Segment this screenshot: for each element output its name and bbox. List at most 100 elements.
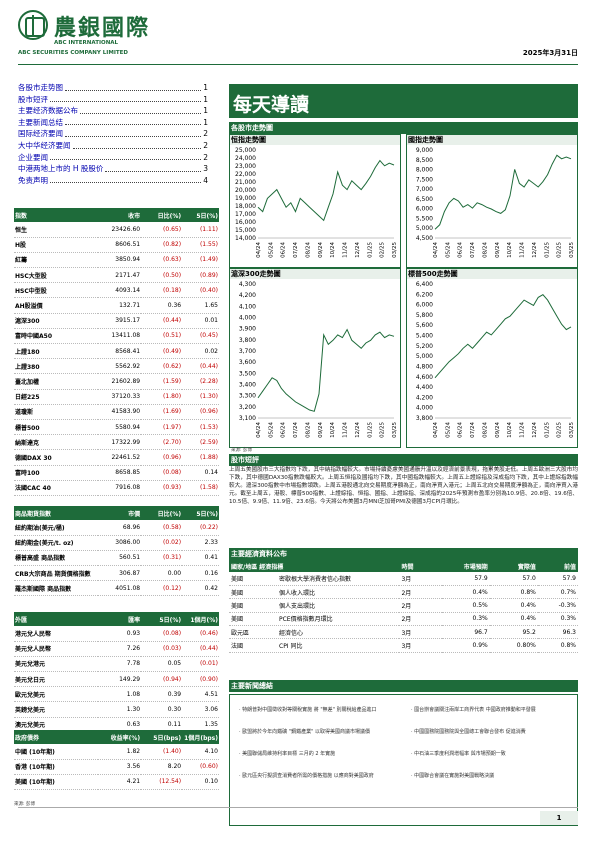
toc-item[interactable]: 国际经济要闻 2 — [18, 128, 208, 140]
news-item[interactable]: · 中石油三季度利潤增幅率 與市場預期一致 — [411, 751, 506, 757]
row-label: 日經225 — [14, 389, 99, 405]
toc-item-page: 2 — [203, 152, 208, 162]
row-label: 港元兌人民幣 — [14, 626, 99, 642]
table-row: 法國CAC 40 7916.08 (0.93) (1.58) — [14, 480, 219, 496]
x-tick-label: 12/24 — [355, 422, 361, 438]
chart-title: 滬深300走勢圖 — [230, 269, 400, 279]
index-line — [257, 328, 395, 412]
index-chart: 國指走勢圖 9,000 8,500 8,000 7,500 7,000 6,500 6,000… — [406, 134, 578, 268]
news-item[interactable]: · 國台辦會議關注兩岸工商界代表 中國政府推動和平發展 — [411, 707, 536, 713]
econ-value: 0.8% — [537, 638, 578, 653]
toc-item[interactable]: 主要新闻总结 1 — [18, 117, 208, 129]
row-label: 歐元兌美元 — [14, 686, 99, 703]
x-tick-label: 05/24 — [445, 422, 451, 438]
section-summary-header: 股市短評 — [229, 454, 578, 466]
row-label: 美元兌港元 — [14, 656, 99, 673]
x-tick-label: 06/24 — [458, 422, 464, 438]
econ-header: 時間 — [399, 560, 442, 572]
news-item[interactable]: · 美國聯儲局維持利率目標 三月的 2 年實施 — [239, 751, 336, 757]
row-label: 羅杰斯國際 商品指數 — [14, 580, 99, 597]
row-value: 8568.41 — [98, 343, 142, 360]
econ-value: 57.9 — [441, 572, 490, 586]
table-row: 紅籌 3850.94 (0.63) (1.49) — [14, 252, 219, 269]
econ-value: 0.4% — [441, 585, 490, 600]
row-value: (0.45) — [182, 328, 219, 345]
news-item[interactable]: · 特朗普對中國徵收對等關稅實施 將 "無差" 別關稅給產品進口 — [239, 707, 377, 713]
x-tick-label: 01/25 — [367, 242, 373, 258]
toc-item[interactable]: 中港两地上市的 H 股股价 3 — [18, 163, 208, 175]
econ-header: 實際值 — [489, 560, 538, 572]
econ-value: 0.4% — [489, 612, 538, 627]
section-charts-header: 各股市走勢圖 — [229, 122, 578, 134]
row-value: 2171.47 — [98, 267, 142, 284]
index-line — [434, 154, 572, 230]
econ-region: 歐元區 — [231, 629, 250, 637]
table-source: 來源: 彭博 — [14, 802, 35, 807]
news-item[interactable]: · 中國聯合會議在實施對美國戰略決議 — [411, 773, 495, 779]
x-tick-label: 08/24 — [482, 242, 488, 258]
row-value: 4093.14 — [98, 282, 142, 299]
news-item[interactable]: · 中國國務院國務院與全國總工會聯合發布 促進消費 — [411, 729, 526, 735]
row-value: (0.58) — [141, 520, 183, 536]
row-value: (0.02) — [141, 535, 183, 551]
toc-item[interactable]: 股市短评 1 — [18, 94, 208, 106]
news-item[interactable]: · 歐元區央行擬調查消費者所需的價格措施 以應商對美國政府 — [239, 773, 374, 779]
y-tick-label: 5,600 — [416, 322, 433, 329]
fx-header: 1個月(%) — [182, 612, 219, 626]
index-header: 收市 — [98, 208, 142, 222]
chart-plot: 9,000 8,500 8,000 7,500 7,000 6,500 6,000 5,500… — [416, 147, 575, 258]
y-tick-label: 20,000 — [235, 187, 256, 194]
row-value: 4.51 — [182, 686, 219, 703]
table-row: 中國 (10年期) 1.82 (1.40) 4.10 — [14, 744, 219, 760]
y-tick-label: 7,500 — [416, 176, 433, 183]
table-row: 道瓊斯 41583.90 (1.69) (0.96) — [14, 404, 219, 420]
y-tick-label: 16,000 — [235, 219, 256, 226]
toc-item[interactable]: 主要经济数据公布 1 — [18, 105, 208, 117]
chart-title: 國指走勢圖 — [407, 135, 577, 145]
row-value: 0.02 — [182, 343, 219, 360]
y-tick-label: 3,700 — [239, 348, 256, 355]
table-row: CRB大宗商品 期貨價格指數 306.87 0.00 0.16 — [14, 565, 219, 582]
toc-item-title: 国际经济要闻 — [18, 129, 63, 139]
y-tick-label: 5,400 — [416, 333, 433, 340]
econ-value: 96.7 — [441, 625, 490, 640]
x-tick-label: 09/24 — [495, 422, 501, 438]
x-tick-label: 10/24 — [507, 422, 513, 438]
row-value: (1.30) — [182, 389, 219, 405]
row-value: (0.44) — [182, 641, 219, 657]
header: 農銀國際 ABC INTERNATIONAL ABC SECURITIES CO… — [18, 8, 578, 64]
table-row: 美國 (10年期) 4.21 (12.54) 0.10 — [14, 774, 219, 791]
econ-region: 美國 — [231, 616, 244, 624]
row-value: (0.46) — [182, 626, 219, 642]
econ-header: 國家/地區 經濟指標 — [229, 560, 400, 572]
row-value: 5580.94 — [98, 419, 142, 436]
table-of-contents: 各股市走势图 1 股市短评 1 主要经济数据公布 1 主要新闻总结 1 国际经济要闻 2 大中华经济… — [18, 82, 208, 186]
econ-value: 2月 — [399, 598, 442, 613]
y-tick-label: 5,000 — [416, 225, 433, 232]
toc-item[interactable]: 大中华经济要闻 2 — [18, 140, 208, 152]
toc-item[interactable]: 企业要闻 2 — [18, 152, 208, 164]
row-value: 0.41 — [182, 550, 219, 567]
toc-item[interactable]: 各股市走势图 1 — [18, 82, 208, 94]
toc-item-page: 2 — [203, 140, 208, 150]
x-tick-label: 08/24 — [482, 422, 488, 438]
toc-item-title: 大中华经济要闻 — [18, 140, 71, 150]
row-label: 紐約期油(美元/桶) — [14, 520, 99, 536]
x-tick-label: 10/24 — [507, 242, 513, 258]
row-value: (0.01) — [182, 656, 219, 673]
row-value: 3.56 — [98, 759, 142, 775]
row-value: (0.03) — [141, 641, 183, 657]
x-tick-label: 11/24 — [343, 422, 349, 438]
y-tick-label: 3,800 — [416, 415, 433, 422]
toc-item-title: 各股市走势图 — [18, 83, 63, 92]
chart-plot: 4,300 4,200 4,100 4,000 3,900 3,800 3,700 3,600… — [239, 281, 398, 438]
toc-item[interactable]: 免责声明 4 — [18, 175, 208, 187]
y-tick-label: 3,600 — [239, 359, 256, 366]
econ-indicator: 個人收入環比 — [279, 589, 316, 597]
row-value: (0.51) — [141, 328, 183, 345]
table-row: 紐約期油(美元/桶) 68.96 (0.58) (0.22) — [14, 520, 219, 536]
news-item[interactable]: · 歐盟將於今年向鐵礦 "鋼鐵產業" 以取得美國商議市場議價 — [239, 729, 370, 735]
table-row: 恒生 23426.60 (0.65) (1.11) — [14, 222, 219, 238]
row-label: 臺北加權 — [14, 373, 99, 390]
y-tick-label: 6,000 — [416, 206, 433, 213]
